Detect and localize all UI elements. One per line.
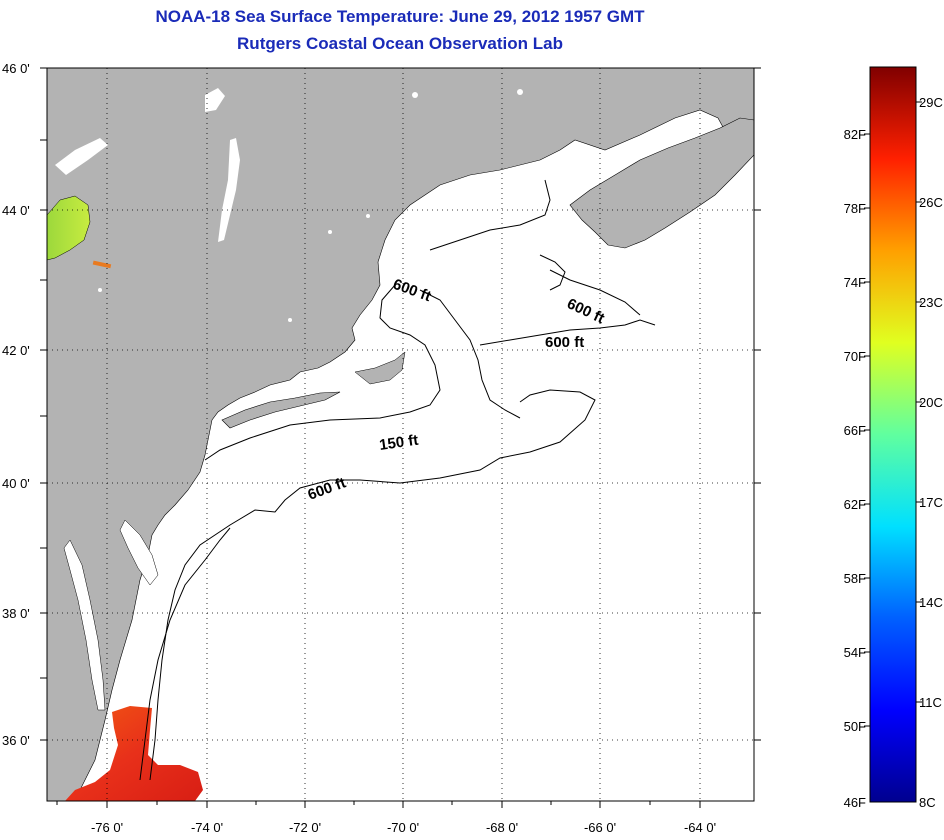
- nova-scotia: [569, 117, 754, 249]
- long-island: [221, 391, 341, 429]
- lake-champlain: [218, 138, 240, 242]
- map-title: NOAA-18 Sea Surface Temperature: June 29…: [155, 7, 645, 26]
- lon-label: -70 0': [387, 820, 419, 835]
- warm-sst-patch: [65, 706, 203, 801]
- colorbar-f-label: 82F: [844, 127, 866, 142]
- lon-label: -64 0': [684, 820, 716, 835]
- colorbar-f-label: 62F: [844, 497, 866, 512]
- inland-lake: [55, 138, 108, 175]
- lon-label: -68 0': [486, 820, 518, 835]
- lat-label: 38 0': [2, 606, 30, 621]
- contour-label: 150 ft: [378, 432, 419, 454]
- colorbar-f-label: 58F: [844, 571, 866, 586]
- inland-lake: [205, 88, 225, 112]
- colorbar-f-label: 74F: [844, 275, 866, 290]
- lat-label: 44 0': [2, 203, 30, 218]
- delaware-bay: [119, 519, 159, 586]
- colorbar-c-label: 23C: [919, 295, 943, 310]
- colorbar-f-label: 46F: [844, 795, 866, 810]
- colorbar-c-label: 20C: [919, 395, 943, 410]
- contour-label: 600 ft: [545, 334, 584, 351]
- colorbar-c-label: 29C: [919, 95, 943, 110]
- colorbar-c-label: 17C: [919, 495, 943, 510]
- lat-label: 42 0': [2, 343, 30, 358]
- colorbar-c-label: 26C: [919, 195, 943, 210]
- lon-label: -66 0': [584, 820, 616, 835]
- lake-sst-patch: [47, 195, 91, 261]
- lon-label: -74 0': [191, 820, 223, 835]
- lat-label: 36 0': [2, 733, 30, 748]
- colorbar-f-label: 50F: [844, 719, 866, 734]
- lat-label: 40 0': [2, 476, 30, 491]
- colorbar-c-label: 11C: [919, 695, 942, 710]
- small-sst-patch: [92, 260, 112, 269]
- isobath-contours: [139, 179, 656, 781]
- map-subtitle: Rutgers Coastal Ocean Observation Lab: [237, 34, 563, 53]
- graticule: [47, 68, 754, 801]
- chesapeake-bay: [63, 539, 106, 711]
- colorbar-ticks: [864, 101, 922, 727]
- lon-label: -72 0': [289, 820, 321, 835]
- land-mass: [47, 68, 754, 801]
- cape-cod: [354, 351, 406, 385]
- axis-ticks: [40, 67, 761, 808]
- lon-label: -76 0': [91, 820, 123, 835]
- coastal-islands: [98, 89, 523, 322]
- map-frame: [46, 67, 755, 802]
- colorbar-c-label: 14C: [919, 595, 943, 610]
- colorbar-gradient: [869, 66, 917, 803]
- lat-label: 46 0': [2, 61, 30, 76]
- colorbar-f-label: 70F: [844, 349, 866, 364]
- colorbar-f-label: 78F: [844, 201, 866, 216]
- colorbar-c-label: 8C: [919, 795, 936, 810]
- colorbar-f-label: 66F: [844, 423, 866, 438]
- colorbar-f-label: 54F: [844, 645, 866, 660]
